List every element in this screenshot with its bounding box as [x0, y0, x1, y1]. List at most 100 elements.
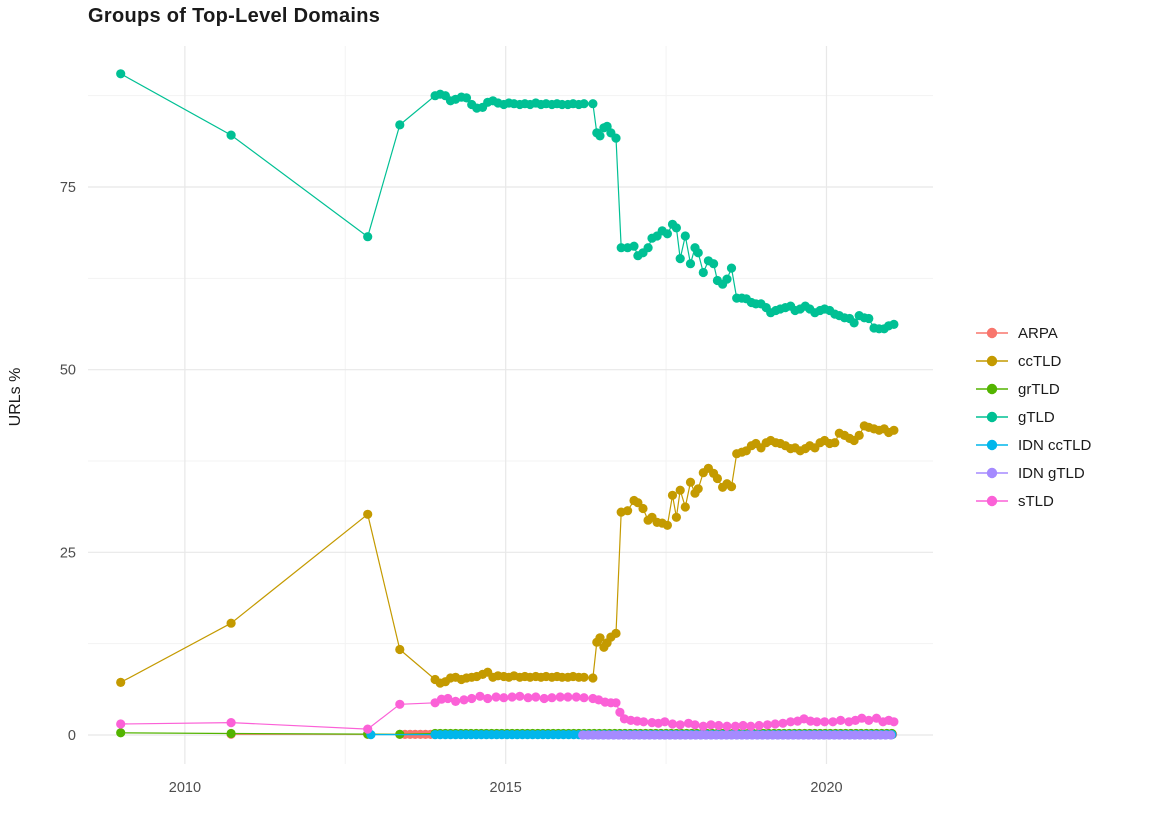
data-point-stld: [571, 692, 581, 702]
data-point-stld: [547, 693, 557, 703]
data-point-gtld: [643, 243, 653, 253]
legend-label-arpa: ARPA: [1018, 324, 1058, 342]
data-point-stld: [836, 715, 846, 726]
data-point-stld: [660, 717, 670, 727]
data-point-stld: [515, 691, 525, 701]
data-point-idn-gtld: [886, 730, 896, 740]
data-point-stld: [563, 692, 573, 702]
data-point-grtld: [226, 728, 236, 739]
legend-item-stld: sTLD: [975, 487, 1091, 515]
data-point-stld: [730, 721, 741, 731]
data-point-cctld: [712, 473, 723, 484]
data-point-cctld: [830, 438, 840, 448]
data-point-cctld: [611, 628, 621, 639]
data-point-stld: [467, 693, 477, 704]
data-point-cctld: [638, 503, 648, 514]
legend-item-arpa: ARPA: [975, 319, 1091, 347]
data-point-stld: [754, 720, 764, 731]
grid-major: [88, 46, 933, 764]
data-point-stld: [770, 719, 780, 729]
data-point-gtld: [579, 99, 589, 109]
legend-key-arpa: [976, 327, 1008, 339]
grid-minor: [88, 46, 933, 764]
data-point-gtld: [461, 93, 472, 103]
legend-key-cctld: [976, 355, 1008, 367]
data-point-gtld: [680, 231, 690, 241]
data-point-gtld: [849, 318, 859, 328]
data-point-cctld: [693, 484, 703, 494]
data-point-stld: [778, 718, 788, 728]
data-point-stld: [483, 693, 493, 704]
data-point-gtld: [629, 241, 639, 251]
data-point-stld: [786, 717, 796, 727]
y-tick-label: 25: [60, 545, 76, 561]
legend-item-gtld: gTLD: [975, 403, 1091, 431]
data-point-gtld: [709, 259, 719, 269]
data-point-gtld: [588, 99, 598, 109]
data-point-stld: [639, 717, 649, 727]
data-point-gtld: [726, 263, 737, 273]
data-point-cctld: [623, 506, 633, 516]
data-point-gtld: [226, 130, 236, 140]
legend-label-stld: sTLD: [1018, 492, 1054, 510]
data-point-stld: [722, 721, 732, 731]
series-idn-gtld: [578, 730, 896, 740]
data-point-cctld: [395, 644, 405, 655]
data-point-stld: [611, 698, 621, 708]
legend-key-stld: [976, 495, 1008, 507]
data-point-stld: [746, 721, 756, 731]
legend-item-grtld: grTLD: [975, 375, 1091, 403]
data-point-cctld: [671, 512, 682, 522]
data-point-stld: [363, 724, 373, 734]
data-point-gtld: [611, 133, 621, 143]
y-tick-label: 75: [60, 180, 76, 196]
legend-item-cctld: ccTLD: [975, 347, 1091, 375]
data-point-gtld: [116, 69, 126, 79]
data-point-cctld: [667, 490, 678, 500]
data-point-cctld: [726, 482, 737, 492]
legend-key-gtld: [976, 411, 1008, 423]
data-point-gtld: [395, 120, 405, 130]
data-point-gtld: [722, 274, 732, 284]
data-point-stld: [395, 699, 405, 709]
data-point-gtld: [685, 259, 696, 269]
data-point-gtld: [616, 243, 626, 253]
legend-key-idn-gtld: [976, 467, 1008, 479]
data-point-gtld: [675, 254, 685, 264]
y-tick-label: 0: [68, 728, 76, 744]
axis-tick-labels: 0 25 50 75 2010 2015 2020: [60, 180, 843, 796]
legend-key-grtld: [976, 383, 1008, 395]
data-point-stld: [762, 720, 773, 730]
data-point-stld: [459, 695, 469, 705]
data-point-gtld: [693, 248, 703, 258]
data-point-stld: [507, 692, 517, 702]
series-gtld: [116, 69, 899, 334]
x-tick-label: 2015: [490, 780, 522, 796]
legend-label-cctld: ccTLD: [1018, 352, 1062, 370]
chart-title: Groups of Top-Level Domains: [88, 5, 381, 27]
data-point-stld: [820, 717, 830, 727]
data-point-stld: [738, 720, 748, 731]
data-point-stld: [864, 715, 874, 726]
data-point-stld: [675, 720, 685, 730]
data-point-stld: [698, 721, 708, 731]
data-point-grtld: [116, 728, 126, 738]
legend-label-gtld: gTLD: [1018, 408, 1055, 426]
data-point-stld: [706, 720, 716, 730]
data-point-cctld: [595, 633, 605, 643]
data-point-stld: [555, 692, 565, 702]
legend-item-idn-gtld: IDN gTLD: [975, 459, 1091, 487]
legend-label-grtld: grTLD: [1018, 380, 1060, 398]
data-point-cctld: [226, 618, 236, 628]
data-point-stld: [667, 719, 678, 729]
data-point-cctld: [662, 520, 673, 530]
data-point-cctld: [680, 502, 690, 512]
data-point-cctld: [116, 677, 126, 688]
data-point-cctld: [579, 672, 589, 682]
data-point-stld: [579, 693, 589, 703]
data-point-stld: [226, 718, 236, 728]
data-point-cctld: [889, 425, 899, 435]
y-axis-title: URLs %: [7, 367, 24, 427]
data-point-stld: [475, 691, 485, 701]
